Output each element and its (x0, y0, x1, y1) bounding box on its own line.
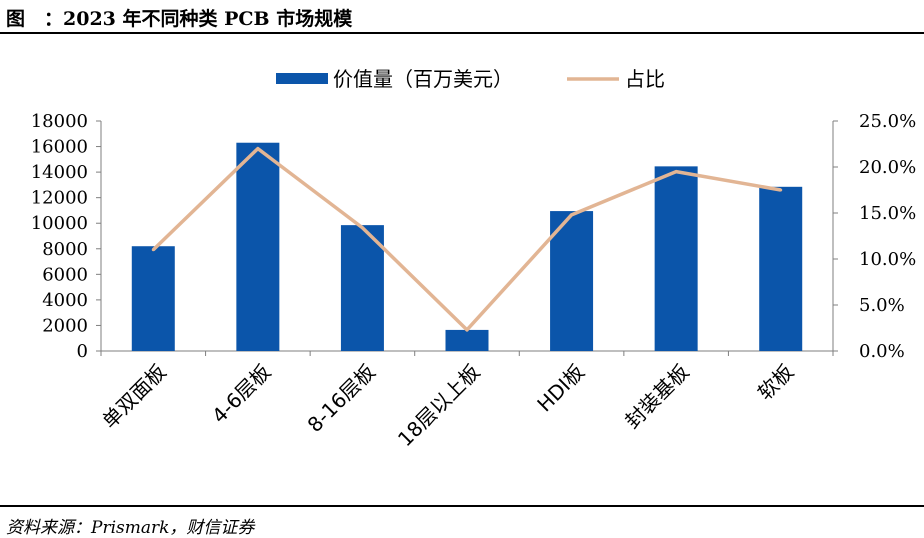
y-left-tick-label: 16000 (31, 137, 88, 158)
x-category-label: 封装基板 (620, 360, 694, 434)
legend-label-bar: 价值量（百万美元） (333, 67, 513, 91)
bar (550, 211, 594, 351)
y-left-tick-label: 14000 (31, 162, 88, 183)
line-point (674, 170, 678, 174)
page-title: 图 ：2023 年不同种类 PCB 市场规模 (6, 8, 353, 30)
y-right-tick-label: 5.0% (859, 295, 905, 316)
source-note: 资料来源：Prismark，财信证券 (6, 518, 255, 538)
y-left-tick-label: 8000 (42, 239, 88, 260)
y-left-tick-label: 12000 (31, 188, 88, 209)
x-category-label: 单双面板 (97, 360, 171, 434)
line-point (779, 188, 783, 192)
x-category-label: 4-6层板 (207, 360, 275, 428)
chart: 0 2000 4000 6000 8000 10000 12000 14000 16000 180… (31, 67, 916, 452)
line-point (151, 248, 155, 252)
bar (445, 329, 489, 351)
line-point (256, 147, 260, 151)
line-point (360, 226, 364, 230)
bar (654, 166, 698, 351)
title-bar: 图 ：2023 年不同种类 PCB 市场规模 (0, 0, 924, 34)
y-right-tick-label: 10.0% (859, 249, 916, 270)
bar (236, 142, 280, 351)
x-category-label: 18层以上板 (393, 360, 485, 452)
y-left-tick-label: 0 (77, 341, 88, 362)
y-left-tick-label: 6000 (42, 264, 88, 285)
y-right-tick-label: 20.0% (859, 157, 916, 178)
y-left-tick-label: 10000 (31, 213, 88, 234)
legend-label-line: 占比 (625, 67, 665, 91)
bar (131, 246, 175, 351)
x-category-label: 8-16层板 (303, 360, 380, 437)
legend-swatch-bar (276, 73, 328, 84)
y-left-tick-label: 2000 (42, 315, 88, 336)
bar (759, 186, 803, 351)
y-left-tick-label: 4000 (42, 290, 88, 311)
x-category-label: 软板 (753, 360, 798, 405)
y-right-tick-label: 15.0% (859, 203, 916, 224)
footer-rule (0, 505, 924, 507)
y-right-tick-label: 25.0% (859, 111, 916, 132)
line-point (570, 213, 574, 217)
y-left-tick-label: 18000 (31, 111, 88, 132)
line-point (465, 328, 469, 332)
y-right-tick-label: 0.0% (859, 341, 905, 362)
x-category-label: HDI板 (532, 360, 589, 417)
bar (340, 225, 384, 351)
title-rule (0, 32, 924, 34)
